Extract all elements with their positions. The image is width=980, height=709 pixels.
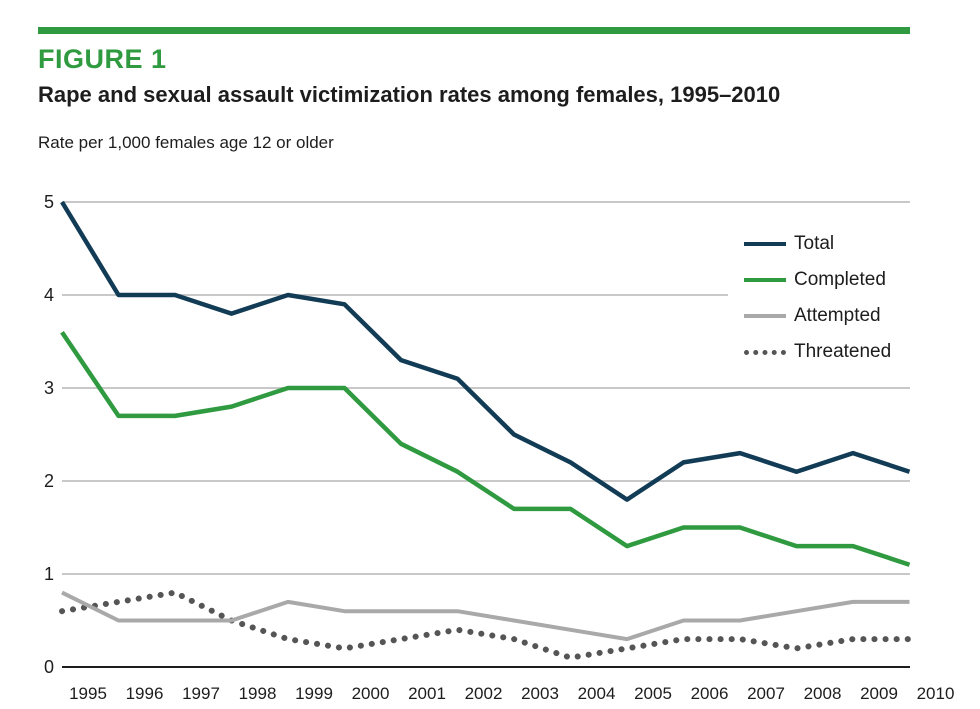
y-tick-label: 1 bbox=[44, 564, 54, 584]
legend-item-threatened: Threatened bbox=[744, 334, 891, 370]
legend-item-completed: Completed bbox=[744, 262, 891, 298]
y-tick-label: 4 bbox=[44, 285, 54, 305]
x-tick-label: 2006 bbox=[691, 684, 729, 703]
figure-label: FIGURE 1 bbox=[38, 44, 167, 74]
x-tick-label: 1996 bbox=[126, 684, 164, 703]
legend-swatch-completed bbox=[744, 278, 786, 282]
x-tick-label: 1997 bbox=[182, 684, 220, 703]
x-tick-labels: 1995 1996 1997 1998 1999 2000 2001 2002 2003 2004… bbox=[69, 684, 954, 703]
x-tick-label: 2004 bbox=[578, 684, 616, 703]
legend-label-completed: Completed bbox=[794, 269, 886, 290]
x-tick-label: 2001 bbox=[408, 684, 446, 703]
x-tick-label: 2010 bbox=[917, 684, 955, 703]
series-line-threatened bbox=[59, 589, 913, 661]
x-tick-label: 2008 bbox=[804, 684, 842, 703]
y-axis-caption: Rate per 1,000 females age 12 or older bbox=[38, 133, 334, 152]
legend-label-attempted: Attempted bbox=[794, 305, 881, 326]
chart-title: Rape and sexual assault victimization ra… bbox=[38, 82, 781, 107]
y-tick-label: 5 bbox=[44, 192, 54, 212]
x-tick-label: 1995 bbox=[69, 684, 107, 703]
series-line-total bbox=[60, 200, 911, 502]
legend-label-threatened: Threatened bbox=[794, 341, 892, 362]
legend: Total Completed Attempted Threatened bbox=[744, 226, 891, 370]
x-tick-label: 2005 bbox=[634, 684, 672, 703]
legend-label-total: Total bbox=[794, 233, 835, 254]
y-tick-label: 0 bbox=[44, 657, 54, 677]
series-line-attempted bbox=[61, 590, 910, 642]
legend-swatch-attempted bbox=[744, 314, 786, 318]
x-tick-label: 1998 bbox=[239, 684, 277, 703]
series-line-completed bbox=[60, 330, 911, 567]
y-tick-labels: 0 1 2 3 4 5 bbox=[44, 192, 54, 677]
y-tick-label: 3 bbox=[44, 378, 54, 398]
x-tick-label: 2002 bbox=[465, 684, 503, 703]
legend-item-attempted: Attempted bbox=[744, 298, 891, 334]
x-tick-label: 2003 bbox=[521, 684, 559, 703]
x-tick-label: 2007 bbox=[747, 684, 785, 703]
legend-swatch-threatened bbox=[744, 349, 786, 355]
top-accent-rule bbox=[38, 27, 910, 34]
series-lines bbox=[59, 200, 913, 661]
x-tick-label: 1999 bbox=[295, 684, 333, 703]
x-tick-label: 2009 bbox=[860, 684, 898, 703]
legend-swatch-total bbox=[744, 242, 786, 246]
y-tick-label: 2 bbox=[44, 471, 54, 491]
legend-item-total: Total bbox=[744, 226, 891, 262]
x-tick-label: 2000 bbox=[352, 684, 390, 703]
